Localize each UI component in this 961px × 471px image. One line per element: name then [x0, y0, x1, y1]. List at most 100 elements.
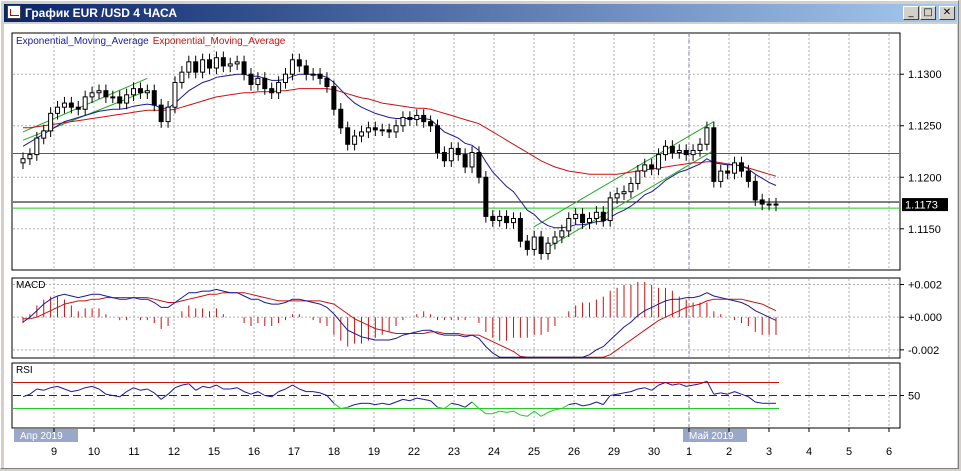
candle-body	[296, 59, 302, 67]
rsi-line-segment	[98, 388, 107, 395]
chart-area[interactable]: 1.1150 1.1200 1.1250 1.1300 Exponential_Movi…	[4, 24, 957, 468]
candle-body	[379, 129, 385, 132]
candle-body	[151, 90, 157, 106]
candle-body	[462, 154, 468, 168]
candle-body	[117, 96, 123, 104]
candle-body	[545, 242, 551, 255]
close-button[interactable]: ✕	[939, 6, 955, 20]
candle-body	[41, 130, 47, 139]
rsi-line-segment	[250, 391, 259, 395]
x-tick-label: 2	[726, 446, 732, 458]
rsi-line-segment	[637, 387, 645, 390]
candle-body	[662, 145, 668, 156]
rsi-line-segment	[126, 387, 134, 393]
rsi-line-segment	[748, 396, 756, 403]
x-tick-label: 22	[408, 446, 420, 458]
rsi-line-segment	[243, 391, 252, 395]
rsi-line-segment	[444, 402, 452, 409]
x-tick-label: 10	[88, 446, 100, 458]
candle-body	[517, 217, 523, 242]
minimize-button[interactable]: _	[903, 6, 919, 20]
rsi-line-segment	[147, 388, 155, 394]
candle-body	[158, 104, 164, 123]
chart-svg[interactable]: 1.1150 1.1200 1.1250 1.1300 Exponential_Movi…	[4, 24, 957, 468]
rsi-line-segment	[36, 388, 44, 391]
price-tick-label: 1.1150	[908, 224, 941, 236]
chart-app-icon	[7, 5, 21, 19]
rsi-line-segment	[464, 401, 473, 408]
rsi-line-segment	[22, 393, 31, 398]
candle-body	[697, 143, 703, 151]
rsi-line-segment	[271, 391, 279, 398]
candle-body	[103, 90, 109, 98]
candle-body	[137, 88, 143, 94]
candle-body	[621, 191, 627, 195]
macd-tick-label: +0.000	[908, 312, 942, 324]
candle-body	[61, 102, 67, 108]
x-tick-label: 6	[886, 446, 892, 458]
candle-body	[34, 137, 40, 156]
month-label: Апр 2019	[20, 431, 63, 442]
rsi-line-segment	[71, 389, 79, 393]
title-bar[interactable]: График EUR /USD 4 ЧАСА _ □ ✕	[4, 4, 957, 22]
rsi-line-segment	[160, 393, 169, 400]
rsi-line-segment	[395, 398, 404, 403]
candle-body	[538, 236, 544, 255]
rsi-line-segment	[382, 402, 390, 406]
rsi-line-segment	[540, 411, 549, 417]
price-tick-label: 1.1250	[908, 121, 942, 133]
rsi-line-segment	[236, 387, 245, 393]
rsi-line-segment	[409, 397, 417, 402]
candle-body	[255, 77, 261, 86]
indicator-legend: Exponential_Moving_Average Exponential_Mo…	[16, 36, 286, 47]
candle-body	[165, 106, 171, 123]
rsi-line-segment	[292, 384, 300, 390]
candle-body	[559, 230, 565, 238]
candle-body	[683, 149, 689, 156]
month-label-box	[683, 429, 747, 442]
rsi-line-segment	[285, 384, 293, 390]
candle-body	[207, 59, 213, 69]
rsi-line-segment	[575, 402, 583, 407]
rsi-line-segment	[375, 402, 383, 406]
rsi-line-segment	[513, 410, 521, 416]
rsi-line-segment	[554, 408, 562, 411]
candle-body	[434, 125, 440, 154]
rsi-line-segment	[64, 388, 72, 393]
rsi-line-segment	[43, 387, 51, 391]
candle-body	[580, 213, 586, 224]
rsi-line-segment	[195, 385, 203, 391]
candle-body	[607, 197, 613, 222]
rsi-line-segment	[202, 385, 210, 389]
rsi-line-segment	[492, 410, 500, 415]
rsi-line-segment	[651, 384, 659, 391]
x-tick-label: 24	[488, 446, 500, 458]
rsi-line-segment	[720, 392, 728, 395]
candle-body	[421, 114, 427, 123]
rsi-line-segment	[430, 400, 438, 408]
macd-tick-label: +0.002	[908, 280, 942, 292]
candle-body	[186, 61, 192, 73]
rsi-line-segment	[167, 387, 176, 395]
candle-body	[649, 164, 655, 170]
rsi-line-segment	[313, 391, 321, 394]
candle-body	[213, 57, 219, 69]
rsi-line-segment	[388, 401, 397, 406]
rsi-line-segment	[416, 397, 424, 400]
rsi-line-segment	[672, 383, 680, 386]
rsi-line-segment	[319, 392, 328, 396]
rsi-line-segment	[471, 401, 480, 409]
rsi-line-segment	[520, 414, 528, 417]
maximize-button[interactable]: □	[920, 6, 936, 20]
candle-body	[483, 176, 489, 217]
rsi-line-segment	[91, 385, 100, 390]
rsi-line-segment	[644, 387, 652, 391]
candle-body	[566, 217, 572, 232]
x-tick-label: 5	[846, 446, 852, 458]
candle-body	[269, 88, 275, 94]
candle-body	[338, 108, 344, 129]
candle-body	[144, 90, 150, 94]
candle-body	[469, 152, 475, 168]
rsi-line-segment	[589, 401, 597, 406]
x-tick-label: 19	[368, 446, 380, 458]
